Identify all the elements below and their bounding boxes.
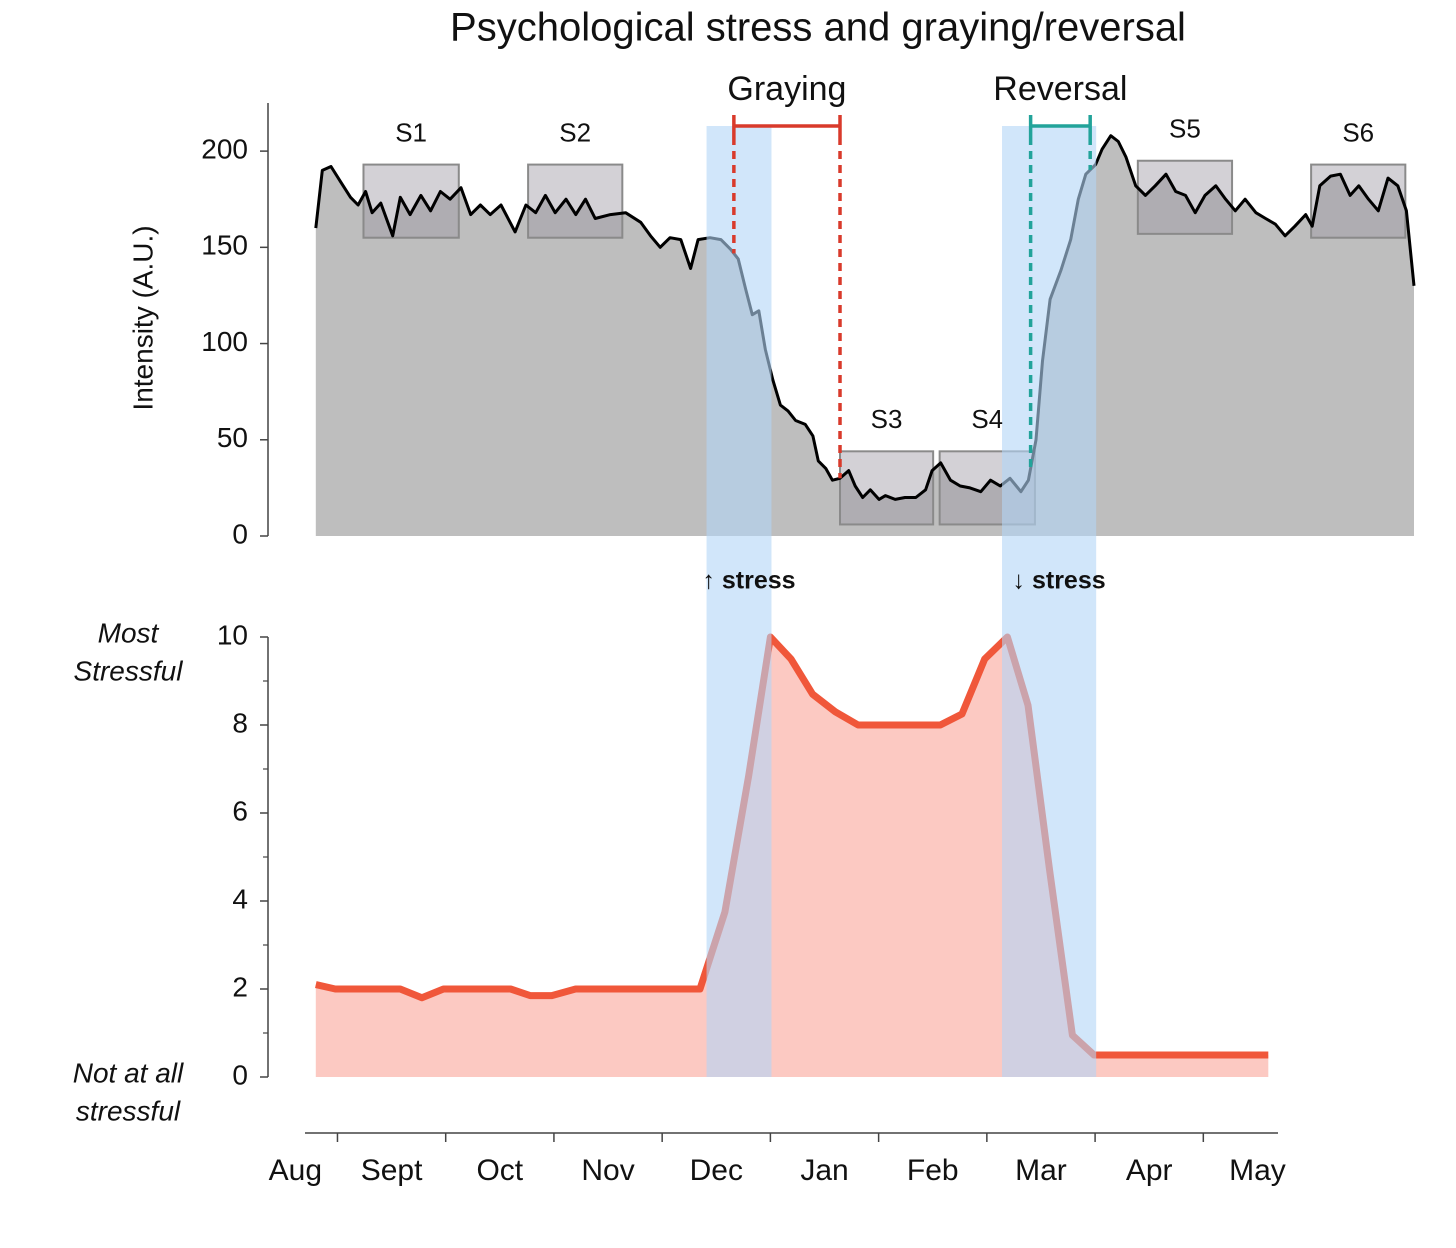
area-fill (315, 637, 1269, 1077)
x-tick-label: Nov (581, 1154, 634, 1187)
y-tick-label: 50 (217, 422, 248, 453)
y-tick-label: 0 (232, 1059, 248, 1090)
y-max-label: Most (98, 617, 160, 648)
x-tick-label: Mar (1015, 1154, 1067, 1187)
y-tick-label: 10 (217, 619, 248, 650)
y-tick-label: 150 (201, 230, 248, 261)
y-tick-label: 8 (232, 707, 248, 738)
sample-box (362, 163, 460, 239)
x-tick-label: May (1229, 1154, 1286, 1187)
y-tick-label: 0 (232, 518, 248, 549)
area-fill (315, 135, 1414, 536)
x-tick-label: Oct (476, 1154, 523, 1187)
x-tick-label: Sept (361, 1154, 423, 1187)
stress-band (1002, 126, 1097, 1077)
bracket-label: Graying (727, 70, 846, 108)
line (314, 134, 1416, 501)
stress-label: ↓ stress (1013, 567, 1106, 595)
chart-title: Psychological stress and graying/reversa… (450, 6, 1186, 50)
y-max-label: Stressful (74, 655, 184, 686)
x-tick-label: Feb (907, 1154, 959, 1187)
sample-box (1310, 163, 1407, 239)
sample-label: S6 (1342, 117, 1374, 147)
x-tick-label: Jan (800, 1154, 848, 1187)
y-tick-label: 2 (232, 971, 248, 1002)
bracket-label: Reversal (993, 70, 1127, 108)
y-axis-label: Intensity (A.U.) (127, 225, 158, 410)
x-tick-label: Apr (1126, 1154, 1173, 1187)
sample-label: S3 (871, 404, 903, 434)
sample-box (839, 450, 935, 526)
sample-label: S5 (1169, 114, 1201, 144)
y-min-label: Not at all (73, 1057, 184, 1088)
x-tick-label: Dec (690, 1154, 743, 1187)
y-tick-label: 200 (201, 134, 248, 165)
stress-band (706, 126, 772, 1077)
sample-box (527, 163, 624, 239)
y-tick-label: 6 (232, 795, 248, 826)
stress-label: ↑ stress (702, 567, 795, 595)
x-tick-label: Aug (269, 1154, 322, 1187)
sample-label: S2 (559, 117, 591, 147)
y-min-label: stressful (76, 1095, 181, 1126)
sample-label: S1 (395, 117, 427, 147)
sample-label: S4 (971, 404, 1003, 434)
y-tick-label: 100 (201, 326, 248, 357)
y-tick-label: 4 (232, 883, 248, 914)
